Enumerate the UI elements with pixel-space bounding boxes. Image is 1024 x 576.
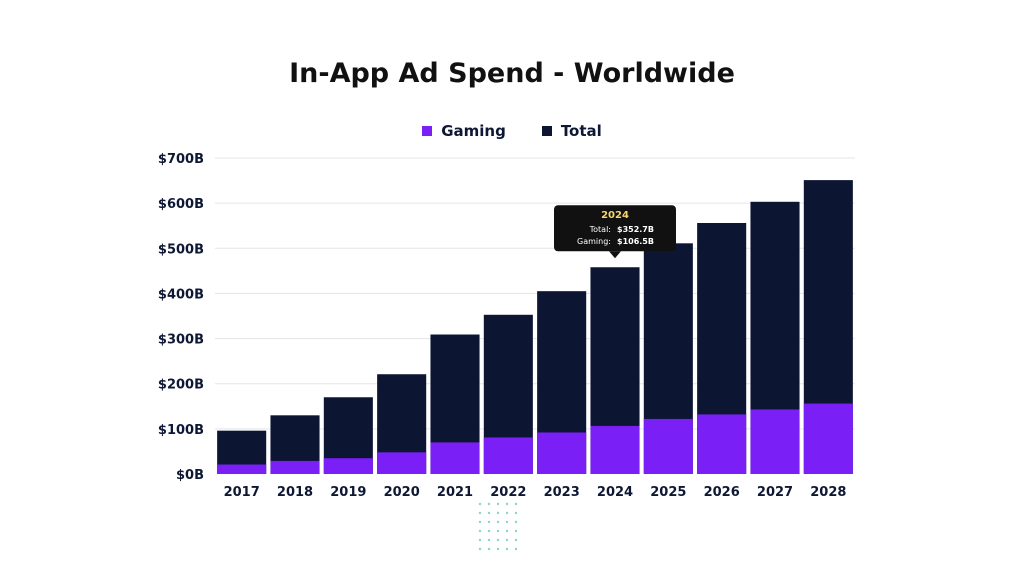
legend-label-gaming: Gaming: [441, 122, 506, 140]
decorative-dot: [487, 547, 491, 551]
decorative-dot: [487, 538, 491, 542]
tooltip-row-value: $352.7B: [617, 225, 654, 234]
bar-gaming: [323, 458, 373, 474]
x-tick-label: 2020: [384, 485, 420, 500]
legend-item-gaming[interactable]: Gaming: [422, 122, 506, 140]
y-tick-label: $400B: [158, 287, 204, 302]
y-tick-label: $700B: [158, 152, 204, 167]
bar-gaming: [643, 418, 693, 474]
tooltip-title: 2024: [601, 210, 629, 221]
legend-swatch-total: [541, 126, 552, 136]
chart-title: In-App Ad Spend - Worldwide: [289, 58, 735, 89]
decorative-dot: [496, 538, 500, 542]
x-tick-label: 2023: [544, 485, 580, 500]
x-tick-label: 2027: [757, 485, 793, 500]
decorative-dot: [505, 520, 509, 524]
decorative-dot-grid: [478, 502, 518, 551]
decorative-dot: [496, 529, 500, 533]
x-tick-label: 2024: [597, 485, 633, 500]
bar-gaming: [483, 437, 533, 474]
decorative-dot: [478, 529, 482, 533]
decorative-dot: [478, 520, 482, 524]
decorative-dot: [514, 502, 518, 506]
bar-gaming: [803, 403, 853, 474]
bar-gaming: [537, 432, 587, 474]
decorative-dot: [496, 502, 500, 506]
bar-gaming: [270, 460, 320, 474]
legend-item-total[interactable]: Total: [541, 122, 602, 140]
tooltip-row-value: $106.5B: [617, 237, 654, 246]
tooltip: 2024 Total: $352.7B Gaming: $106.5B: [554, 205, 676, 259]
decorative-dot: [505, 502, 509, 506]
x-tick-label: 2019: [330, 485, 366, 500]
decorative-dot: [505, 529, 509, 533]
y-tick-label: $100B: [158, 423, 204, 438]
x-tick-label: 2022: [490, 485, 526, 500]
x-tick-label: 2021: [437, 485, 473, 500]
decorative-dot: [487, 511, 491, 515]
x-tick-label: 2025: [650, 485, 686, 500]
y-tick-label: $300B: [158, 333, 204, 348]
tooltip-box: [554, 205, 676, 252]
tooltip-row-label: Gaming:: [577, 237, 611, 246]
bar-gaming: [697, 414, 747, 474]
x-tick-label: 2028: [810, 485, 846, 500]
decorative-dot: [487, 529, 491, 533]
y-tick-label: $500B: [158, 242, 204, 257]
decorative-dot: [478, 502, 482, 506]
decorative-dot: [496, 547, 500, 551]
decorative-dot: [496, 511, 500, 515]
decorative-dot: [487, 502, 491, 506]
decorative-dot: [505, 538, 509, 542]
legend-label-total: Total: [560, 122, 602, 140]
decorative-dot: [514, 547, 518, 551]
y-tick-label: $600B: [158, 197, 204, 212]
legend: Gaming Total: [0, 122, 1024, 140]
decorative-dot: [496, 520, 500, 524]
x-tick-label: 2017: [224, 485, 260, 500]
decorative-dot: [514, 529, 518, 533]
y-tick-label: $200B: [158, 378, 204, 393]
bar-gaming: [430, 442, 480, 474]
decorative-dot: [487, 520, 491, 524]
decorative-dot: [505, 511, 509, 515]
bar-gaming: [217, 464, 267, 474]
bar-gaming: [377, 452, 427, 474]
decorative-dot: [505, 547, 509, 551]
decorative-dot: [514, 520, 518, 524]
tooltip-pointer: [609, 251, 621, 259]
decorative-dot: [478, 547, 482, 551]
x-tick-label: 2018: [277, 485, 313, 500]
y-tick-label: $0B: [176, 468, 204, 483]
decorative-dot: [478, 538, 482, 542]
bar-gaming: [750, 409, 800, 474]
bar-gaming: [590, 425, 640, 474]
decorative-dot: [514, 511, 518, 515]
legend-swatch-gaming: [422, 126, 433, 136]
decorative-dot: [514, 538, 518, 542]
tooltip-row-label: Total:: [589, 225, 611, 234]
decorative-dot: [478, 511, 482, 515]
x-tick-label: 2026: [704, 485, 740, 500]
